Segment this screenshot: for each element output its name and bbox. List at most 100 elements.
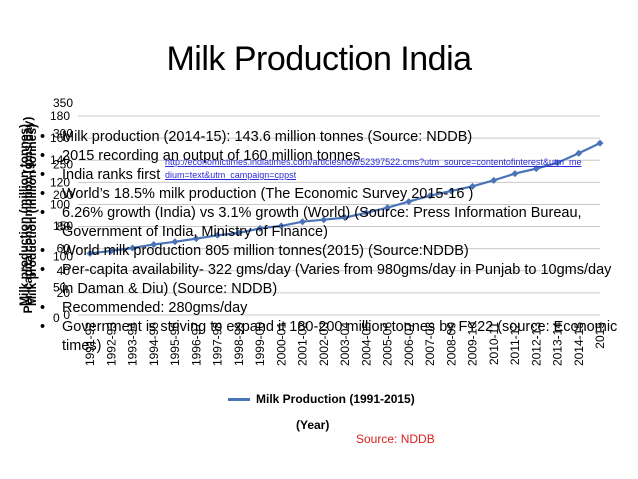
data-point: [554, 159, 561, 167]
y-tick-label-overlay: 150: [53, 219, 73, 233]
bullet-item: • 2015 recording an output of 160 million…: [40, 147, 625, 166]
bullet-text: 6.26% growth (India) vs 3.1% growth (Wor…: [62, 205, 582, 240]
y-tick-label: 100: [50, 197, 70, 211]
data-point: [511, 170, 519, 178]
data-point: [320, 216, 328, 224]
bullet-dot: •: [40, 262, 46, 278]
slide-title: Milk Production India: [166, 40, 472, 78]
y-tick-label-overlay: 0: [53, 311, 60, 325]
x-tick-label: 2007-08: [423, 322, 437, 366]
y-tick-label: 20: [57, 286, 71, 300]
data-point: [299, 218, 306, 226]
y-tick-label-overlay: 50: [53, 280, 67, 294]
data-point: [447, 187, 455, 195]
y-tick-label: 140: [50, 153, 70, 167]
data-point: [426, 192, 434, 200]
bullet-item: • 6.26% growth (India) vs 3.1% growth (Wo…: [40, 204, 625, 242]
y-tick-label-overlay: 250: [53, 157, 73, 171]
data-point: [150, 240, 158, 248]
x-tick-label: 2008-09: [444, 322, 458, 366]
bullet-text: 2015 recording an output of 160 million …: [62, 148, 361, 164]
data-point: [129, 244, 136, 252]
bullet-dot: •: [40, 148, 46, 164]
y-tick-label: 60: [57, 242, 71, 256]
x-tick-label: 1992-93: [104, 322, 118, 366]
bullet-dot: •: [40, 186, 46, 202]
bullet-list: • Milk production (2014-15): 143.6 millio…: [40, 128, 625, 356]
x-tick-label: 2009-10: [466, 322, 480, 366]
bullet-item: • Per-capita availability- 322 gms/day (V…: [40, 261, 625, 299]
y-tick-label: 40: [57, 264, 71, 278]
bullet-text: Recommended: 280gms/day: [62, 300, 248, 316]
y-tick-label-overlay: 100: [53, 250, 73, 264]
x-tick-label: 2013-14: [551, 322, 565, 366]
data-point: [214, 231, 221, 239]
x-tick-label: 1991-92: [83, 322, 97, 366]
data-point: [192, 235, 200, 243]
bullet-dot: •: [40, 129, 46, 145]
source-note: Source: NDDB: [356, 432, 435, 446]
data-point: [362, 209, 370, 217]
bullet-item: • Milk production (2014-15): 143.6 millio…: [40, 128, 625, 147]
data-point: [490, 176, 498, 184]
data-point: [405, 198, 413, 206]
y-tick-label: 80: [57, 220, 71, 234]
bullet-text: World milk production 805 million tonnes…: [62, 243, 469, 259]
x-tick-label: 2006-07: [402, 322, 416, 366]
data-point: [575, 149, 583, 157]
bullet-dot: •: [40, 243, 46, 259]
x-tick-label: 1998-99: [232, 322, 246, 366]
bullet-item: • World’s 18.5% milk production (The Econ…: [40, 185, 625, 204]
y-axis-title: Per-capita consumption (gms/day): [21, 117, 35, 314]
x-tick-label: 2005-06: [381, 322, 395, 366]
y-tick-label-overlay: 300: [53, 127, 73, 141]
data-point: [277, 222, 285, 230]
y-axis-title: Milk production (million tonnes): [17, 124, 31, 306]
bullet-item: • Government is striving to expand it 180…: [40, 318, 625, 356]
data-point: [107, 247, 115, 255]
y-tick-label-overlay: 350: [53, 96, 73, 110]
x-tick-label: 2011-12: [508, 322, 522, 365]
article-link[interactable]: http://economictimes.indiatimes.com/arti…: [165, 157, 582, 180]
legend-label: Milk Production (1991-2015): [256, 392, 415, 406]
x-tick-label: 1995-96: [168, 322, 182, 366]
x-tick-label: 2010-11: [487, 322, 501, 365]
bullet-text: Government is striving to expand it 180-…: [62, 319, 618, 354]
x-tick-label: 2012-13: [529, 322, 543, 366]
x-tick-label: 2004-05: [359, 322, 373, 366]
y-tick-label: 160: [50, 131, 70, 145]
bullet-item: • World milk production 805 million tonne…: [40, 242, 625, 261]
bullet-text: Per-capita availability- 322 gms/day (Va…: [62, 262, 612, 297]
bullet-text: India ranks first: [62, 167, 161, 183]
x-tick-label: 2001-02: [296, 322, 310, 366]
x-tick-label: 2002-03: [317, 322, 331, 366]
x-tick-label: 1994-95: [147, 322, 161, 366]
data-point: [341, 214, 349, 222]
data-point: [256, 224, 264, 232]
bullet-dot: •: [40, 300, 46, 316]
y-tick-label: 180: [50, 109, 70, 123]
data-point: [384, 204, 391, 212]
data-point: [469, 182, 476, 190]
data-point: [532, 165, 540, 173]
bullet-item: • India ranks first: [40, 166, 625, 185]
x-tick-label: 2003-04: [338, 322, 352, 366]
data-point: [171, 238, 179, 246]
bullet-item: • Recommended: 280gms/day: [40, 299, 625, 318]
bullet-text: Milk production (2014-15): 143.6 million…: [62, 129, 473, 145]
x-tick-label: 2015: [593, 322, 607, 349]
x-axis-title: (Year): [296, 418, 330, 432]
x-tick-label: 1996-97: [189, 322, 203, 366]
y-tick-label: 0: [63, 308, 70, 322]
y-tick-label: 120: [50, 175, 70, 189]
legend-line-swatch: [228, 397, 250, 401]
y-tick-label-overlay: 200: [53, 188, 73, 202]
data-point: [596, 139, 604, 147]
x-tick-label: 2000-01: [274, 322, 288, 366]
data-point: [86, 249, 94, 257]
bullet-dot: •: [40, 205, 46, 221]
x-tick-label: 1997-98: [211, 322, 225, 366]
x-tick-label: 1999-00: [253, 322, 267, 366]
bullet-dot: •: [40, 167, 46, 183]
